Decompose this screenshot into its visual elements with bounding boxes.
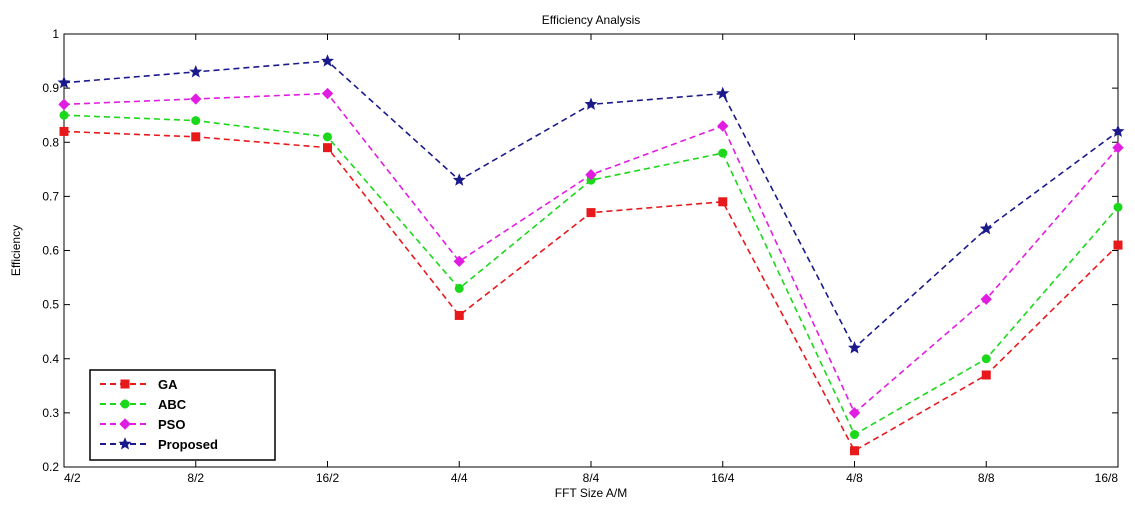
- data-point-ga: [1113, 240, 1123, 250]
- y-tick-label: 0.8: [42, 135, 59, 149]
- y-tick-label: 0.2: [42, 460, 59, 474]
- legend-marker: [118, 437, 132, 450]
- data-point-proposed: [716, 86, 730, 100]
- data-point-abc: [323, 132, 332, 142]
- y-tick-label: 0.9: [42, 81, 59, 95]
- y-tick-label: 0.7: [42, 189, 59, 203]
- data-point-proposed: [1111, 124, 1125, 137]
- data-point-pso: [321, 87, 334, 100]
- data-point-abc: [191, 116, 201, 126]
- data-point-proposed: [584, 97, 598, 110]
- y-axis-title: Efficiency: [9, 225, 23, 276]
- x-tick-label: 16/4: [711, 471, 735, 485]
- data-point-proposed: [452, 173, 466, 186]
- data-point-ga: [454, 310, 464, 320]
- y-tick-label: 0.5: [42, 298, 59, 312]
- legend-marker: [120, 379, 130, 389]
- data-point-abc: [850, 430, 859, 440]
- data-point-pso: [717, 120, 729, 132]
- data-point-ga: [323, 143, 332, 153]
- x-tick-label: 8/8: [978, 471, 995, 485]
- data-point-abc: [718, 148, 728, 158]
- data-point-ga: [191, 132, 201, 142]
- axis-ticks: 4/2 8/2 16/2 4/4 8/4 16/4 4/8 8/8 16/8 0.2 0.3 0.4 0…: [42, 27, 1119, 485]
- data-point-abc: [1113, 202, 1123, 212]
- data-point-pso: [1112, 141, 1124, 154]
- x-axis-title: FFT Size A/M: [555, 486, 627, 500]
- data-point-pso: [58, 98, 70, 111]
- data-point-pso: [585, 169, 597, 181]
- x-tick-label: 8/4: [583, 471, 600, 485]
- legend-label: ABC: [158, 397, 187, 412]
- series-pso: [58, 87, 1124, 419]
- series-proposed: [57, 54, 1125, 354]
- legend-label: Proposed: [158, 437, 218, 452]
- data-point-proposed: [320, 54, 335, 67]
- data-point-ga: [59, 126, 69, 136]
- data-point-ga: [981, 370, 991, 380]
- data-point-pso: [453, 255, 465, 268]
- legend-item-proposed: Proposed: [100, 437, 218, 452]
- chart-title: Efficiency Analysis: [542, 13, 641, 27]
- x-tick-label: 4/4: [451, 471, 468, 485]
- data-point-proposed: [979, 221, 993, 235]
- y-tick-label: 0.3: [42, 406, 59, 420]
- data-point-pso: [190, 93, 202, 105]
- data-point-ga: [586, 208, 596, 218]
- legend-label: GA: [158, 377, 178, 392]
- x-tick-label: 16/2: [316, 471, 340, 485]
- legend: GA ABC PSO Proposed: [89, 369, 276, 461]
- legend-marker: [120, 399, 130, 409]
- legend-marker: [119, 418, 131, 430]
- data-point-proposed: [847, 341, 862, 354]
- data-point-proposed: [57, 75, 71, 89]
- data-point-pso: [848, 407, 861, 419]
- data-point-abc: [981, 354, 991, 364]
- legend-label: PSO: [158, 417, 185, 432]
- series-layer: [57, 54, 1125, 456]
- data-point-proposed: [189, 65, 203, 78]
- y-tick-label: 0.6: [42, 244, 59, 258]
- x-tick-label: 4/2: [64, 471, 81, 485]
- data-point-pso: [980, 293, 992, 305]
- data-point-abc: [454, 283, 464, 293]
- x-tick-label: 16/8: [1095, 471, 1119, 485]
- legend-item-ga: GA: [100, 377, 178, 392]
- legend-item-pso: PSO: [100, 417, 185, 432]
- legend-item-abc: ABC: [100, 397, 187, 412]
- data-point-ga: [718, 197, 728, 207]
- x-tick-label: 8/2: [187, 471, 204, 485]
- data-point-abc: [59, 110, 69, 120]
- y-tick-label: 1: [52, 27, 59, 41]
- y-tick-label: 0.4: [42, 352, 59, 366]
- series-ga: [59, 126, 1123, 456]
- x-tick-label: 4/8: [846, 471, 863, 485]
- data-point-ga: [850, 446, 859, 456]
